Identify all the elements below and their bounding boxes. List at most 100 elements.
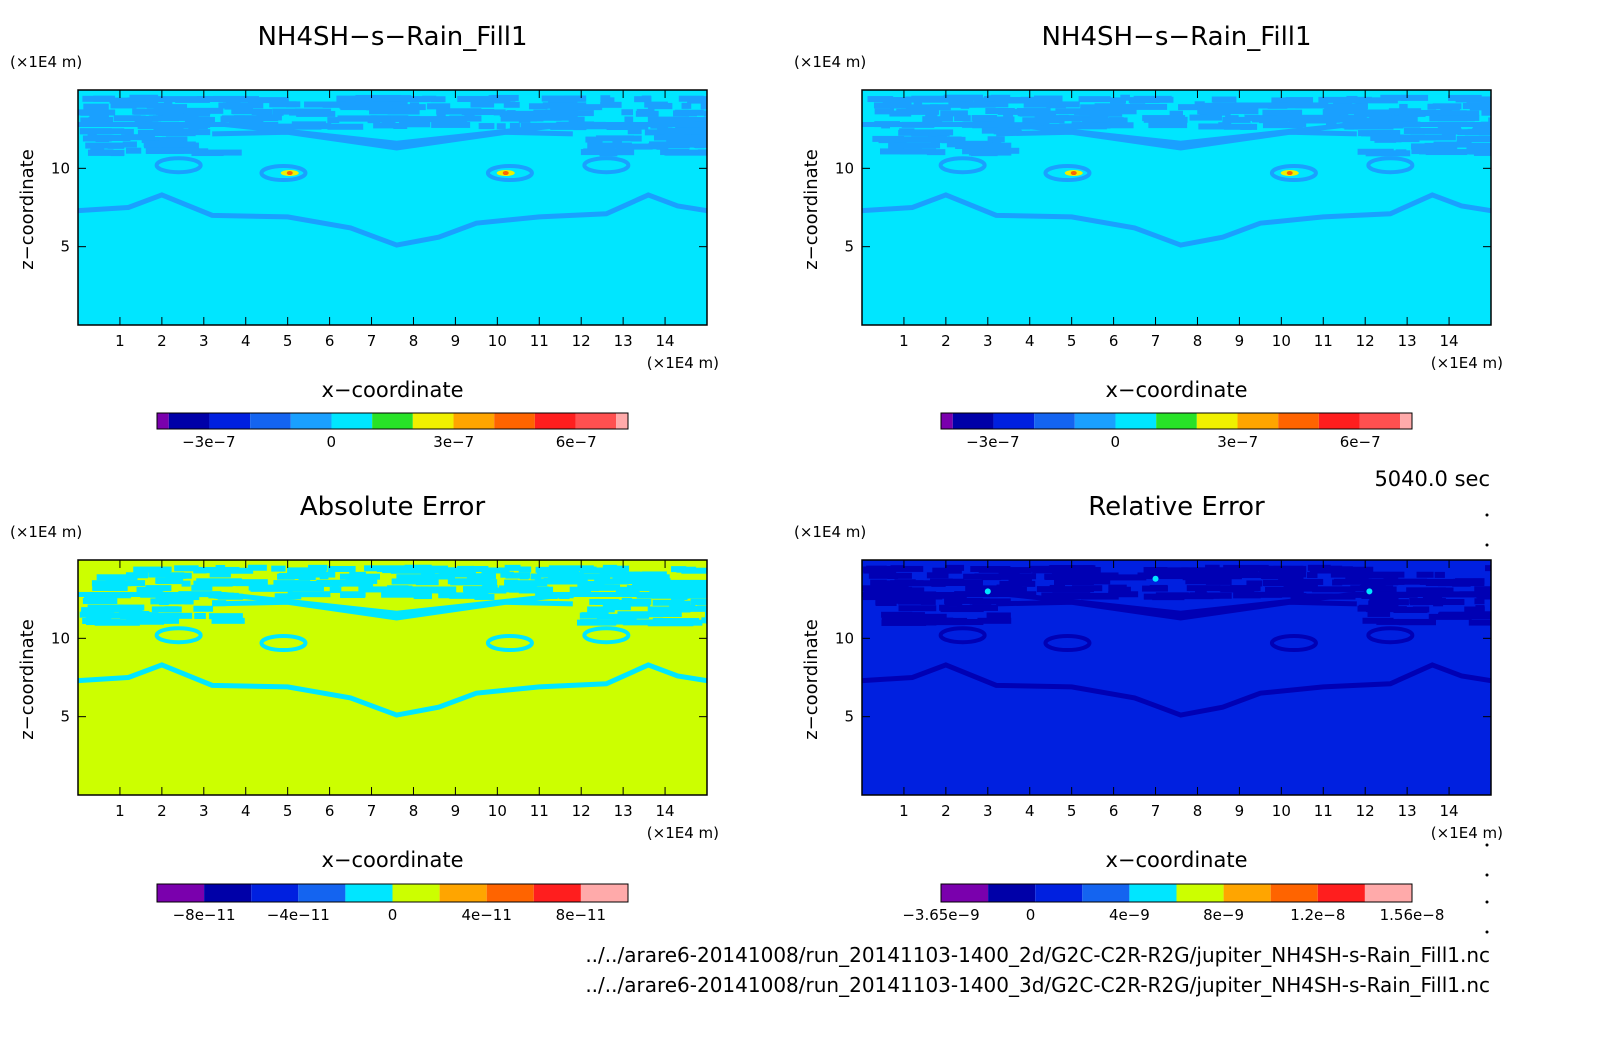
heatmap-cell	[1466, 142, 1491, 149]
y-tick-label: 5	[844, 238, 854, 256]
heatmap-field	[862, 90, 1491, 325]
heatmap-cell	[898, 598, 924, 605]
heatmap-cell	[896, 108, 939, 115]
heatmap-cell	[1191, 573, 1207, 580]
heatmap-cell	[1466, 148, 1483, 155]
heatmap-cell	[152, 115, 180, 122]
heatmap-cell	[665, 149, 707, 156]
heatmap-cell	[925, 110, 938, 117]
heatmap-cell	[627, 612, 650, 619]
heatmap-cell	[690, 598, 707, 605]
heatmap-cell	[547, 578, 588, 585]
heatmap-cell	[1398, 110, 1426, 117]
heatmap-cell	[1322, 109, 1349, 116]
heatmap-cell	[157, 612, 193, 619]
heatmap-contour-upper-1	[996, 599, 1357, 621]
colorbar-segment	[157, 413, 169, 429]
x-tick-label: 3	[199, 802, 209, 820]
heatmap-cell	[1099, 110, 1117, 117]
heatmap-cell	[1279, 102, 1311, 109]
heatmap-cell	[596, 613, 637, 620]
heatmap-cell	[931, 136, 948, 143]
colorbar-tick-label: −4e−11	[267, 906, 330, 924]
heatmap-cell	[663, 580, 690, 587]
heatmap-cell	[1110, 97, 1127, 104]
heatmap-cell	[91, 597, 100, 604]
heatmap-cell	[287, 567, 327, 574]
heatmap-cell	[1209, 573, 1242, 580]
heatmap-cell	[221, 580, 265, 587]
heatmap-spot-2	[1152, 575, 1159, 582]
x-tick-label: 14	[656, 802, 675, 820]
heatmap-cell	[1058, 114, 1069, 121]
colorbar-segment	[157, 884, 205, 902]
heatmap-cell	[391, 578, 428, 585]
heatmap-cell	[87, 604, 123, 611]
plot-frame	[77, 89, 708, 326]
colorbar-segment	[1035, 884, 1083, 902]
heatmap-cell	[235, 121, 279, 128]
heatmap-cell	[277, 573, 295, 580]
heatmap-cell	[322, 101, 356, 108]
heatmap-cell	[691, 128, 705, 135]
heatmap-cell	[636, 108, 655, 115]
heatmap-cell	[292, 585, 324, 592]
colorbar-segment	[1270, 884, 1318, 902]
heatmap-cell	[1384, 578, 1428, 585]
heatmap-cell	[944, 597, 984, 604]
colorbar: −3.65e−9 0 4e−9 8e−9 1.2e−8 1.56e−8	[902, 883, 1444, 924]
heatmap-cell	[481, 567, 510, 574]
heatmap-cell	[960, 102, 970, 109]
heatmap-cell	[296, 580, 340, 587]
heatmap-cell	[1362, 579, 1386, 586]
heatmap-cell	[1054, 579, 1094, 586]
heatmap-cell	[337, 96, 371, 103]
heatmap-cell	[624, 116, 634, 123]
heatmap-cell	[1485, 565, 1491, 572]
heatmap-cluster-4	[1366, 156, 1415, 175]
x-tick-label: 9	[1235, 332, 1245, 350]
heatmap-cell	[120, 613, 159, 620]
heatmap-cell	[420, 587, 456, 594]
heatmap-cell	[695, 142, 705, 149]
x-tick-label: 11	[1314, 802, 1333, 820]
colorbar-segment	[168, 413, 210, 429]
heatmap-cell	[162, 143, 180, 150]
heatmap-peak-core-1	[1070, 171, 1077, 176]
heatmap-cell	[1393, 606, 1428, 613]
heatmap-cell	[1051, 572, 1094, 579]
heatmap-cell	[552, 110, 578, 117]
heatmap-cell	[535, 566, 574, 573]
heatmap-cell	[978, 566, 1002, 573]
heatmap-cell	[283, 580, 295, 587]
y-unit-label: (×1E4 m)	[794, 523, 866, 541]
heatmap-cluster-4	[582, 626, 631, 645]
heatmap-cell	[647, 606, 691, 613]
heatmap-cell	[503, 101, 520, 108]
colorbar-segment	[204, 884, 252, 902]
x-tick-label: 12	[572, 802, 591, 820]
x-tick-label: 4	[241, 802, 251, 820]
heatmap-cell	[339, 573, 380, 580]
x-tick-label: 12	[1356, 802, 1375, 820]
x-axis-label: x−coordinate	[321, 848, 463, 872]
heatmap-cell	[1075, 572, 1119, 579]
colorbar-segment	[580, 884, 628, 902]
heatmap-cell	[168, 141, 196, 148]
colorbar-segment	[209, 413, 251, 429]
heatmap-cell	[136, 115, 146, 122]
colorbar-segment	[392, 884, 440, 902]
heatmap-cell	[1121, 103, 1168, 110]
heatmap-cell	[1240, 123, 1258, 130]
x-tick-label: 3	[983, 332, 993, 350]
x-unit-label: (×1E4 m)	[1431, 354, 1503, 372]
y-tick-label: 5	[60, 708, 70, 726]
heatmap-cell	[1490, 129, 1491, 136]
heatmap-cell	[1078, 96, 1111, 103]
heatmap-cell	[862, 585, 900, 592]
heatmap-cell	[391, 104, 426, 111]
heatmap-cell	[1102, 574, 1147, 581]
colorbar-segment	[331, 413, 373, 429]
y-axis-label: z−coordinate	[801, 619, 822, 740]
heatmap-cell	[593, 567, 626, 574]
